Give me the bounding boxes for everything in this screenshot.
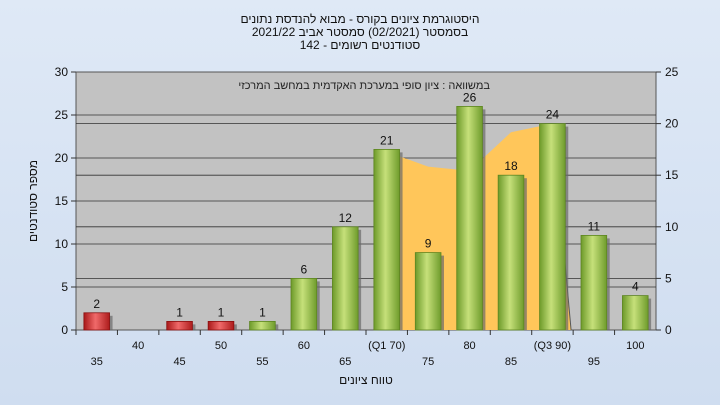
y2-tick-label: 10 bbox=[665, 220, 679, 234]
y2-tick-label: 25 bbox=[665, 65, 679, 79]
data-label: 18 bbox=[504, 159, 518, 173]
bar bbox=[207, 320, 235, 331]
x-tick-label: 75 bbox=[422, 356, 434, 368]
bars bbox=[83, 106, 652, 331]
y-tick-label: 30 bbox=[55, 65, 69, 79]
bar bbox=[290, 277, 318, 331]
bar bbox=[414, 252, 442, 331]
chart-title-line-2: בסמסטר (02/2021) סמסטר אביב 2021/22 bbox=[251, 25, 469, 39]
data-label: 2 bbox=[93, 297, 100, 311]
bar bbox=[539, 123, 566, 331]
y2-tick-label: 0 bbox=[665, 323, 672, 337]
bar bbox=[497, 174, 525, 331]
y2-tick-label: 20 bbox=[665, 117, 679, 131]
x-tick-label: 50 bbox=[215, 340, 227, 352]
x-tick-label: 60 bbox=[298, 340, 310, 352]
data-label: 9 bbox=[425, 237, 432, 251]
y-tick-label: 20 bbox=[55, 151, 69, 165]
x-tick-label: 55 bbox=[256, 356, 268, 368]
bar bbox=[166, 320, 193, 331]
x-axis-label: טווח ציונים bbox=[339, 373, 393, 387]
data-label: 21 bbox=[380, 133, 394, 147]
bar bbox=[580, 234, 608, 331]
data-label: 1 bbox=[259, 305, 266, 319]
chart-title-line-3: סטודנטים רשומים - 142 bbox=[299, 38, 421, 52]
bar bbox=[83, 312, 110, 331]
chart-title-line-1: היסטוגרמת ציונים בקורס - מבוא להנדסת נתו… bbox=[240, 12, 480, 26]
x-tick-label: 80 bbox=[463, 340, 475, 352]
data-label: 24 bbox=[546, 108, 560, 122]
bar bbox=[622, 295, 649, 331]
data-label: 11 bbox=[588, 219, 601, 233]
y-tick-label: 15 bbox=[55, 194, 69, 208]
axes: 0 5 10 15 20 25 30 0 5 10 15 20 25 35 40 45 50 55 60 65 (Q1 … bbox=[55, 65, 679, 368]
x-tick-label: 100 bbox=[626, 340, 644, 352]
y-tick-label: 25 bbox=[55, 108, 69, 122]
data-label: 1 bbox=[218, 305, 225, 319]
x-tick-label: 40 bbox=[132, 340, 144, 352]
bar bbox=[249, 320, 276, 331]
y-axis-label: מספר סטודנטים bbox=[26, 160, 40, 242]
data-label: 26 bbox=[463, 90, 477, 104]
x-tick-label: (Q1 70) bbox=[368, 340, 405, 352]
x-tick-label: (Q3 90) bbox=[534, 340, 571, 352]
data-label: 6 bbox=[301, 262, 308, 276]
y-tick-label: 10 bbox=[55, 237, 69, 251]
legend-text: במשוואה : ציון סופי במערכת האקדמית במחשב… bbox=[238, 80, 490, 92]
y-tick-label: 5 bbox=[61, 280, 68, 294]
x-tick-label: 65 bbox=[339, 356, 351, 368]
x-tick-label: 95 bbox=[588, 356, 600, 368]
bar bbox=[332, 226, 359, 331]
x-tick-label: 45 bbox=[173, 356, 185, 368]
x-tick-label: 35 bbox=[91, 356, 103, 368]
bar bbox=[456, 106, 483, 331]
y2-tick-label: 15 bbox=[665, 168, 679, 182]
bar bbox=[373, 148, 400, 331]
data-label: 12 bbox=[339, 211, 353, 225]
y-tick-label: 0 bbox=[61, 323, 68, 337]
data-label: 4 bbox=[632, 280, 639, 294]
data-label: 1 bbox=[176, 305, 183, 319]
y2-tick-label: 5 bbox=[665, 271, 672, 285]
x-tick-label: 85 bbox=[505, 356, 517, 368]
